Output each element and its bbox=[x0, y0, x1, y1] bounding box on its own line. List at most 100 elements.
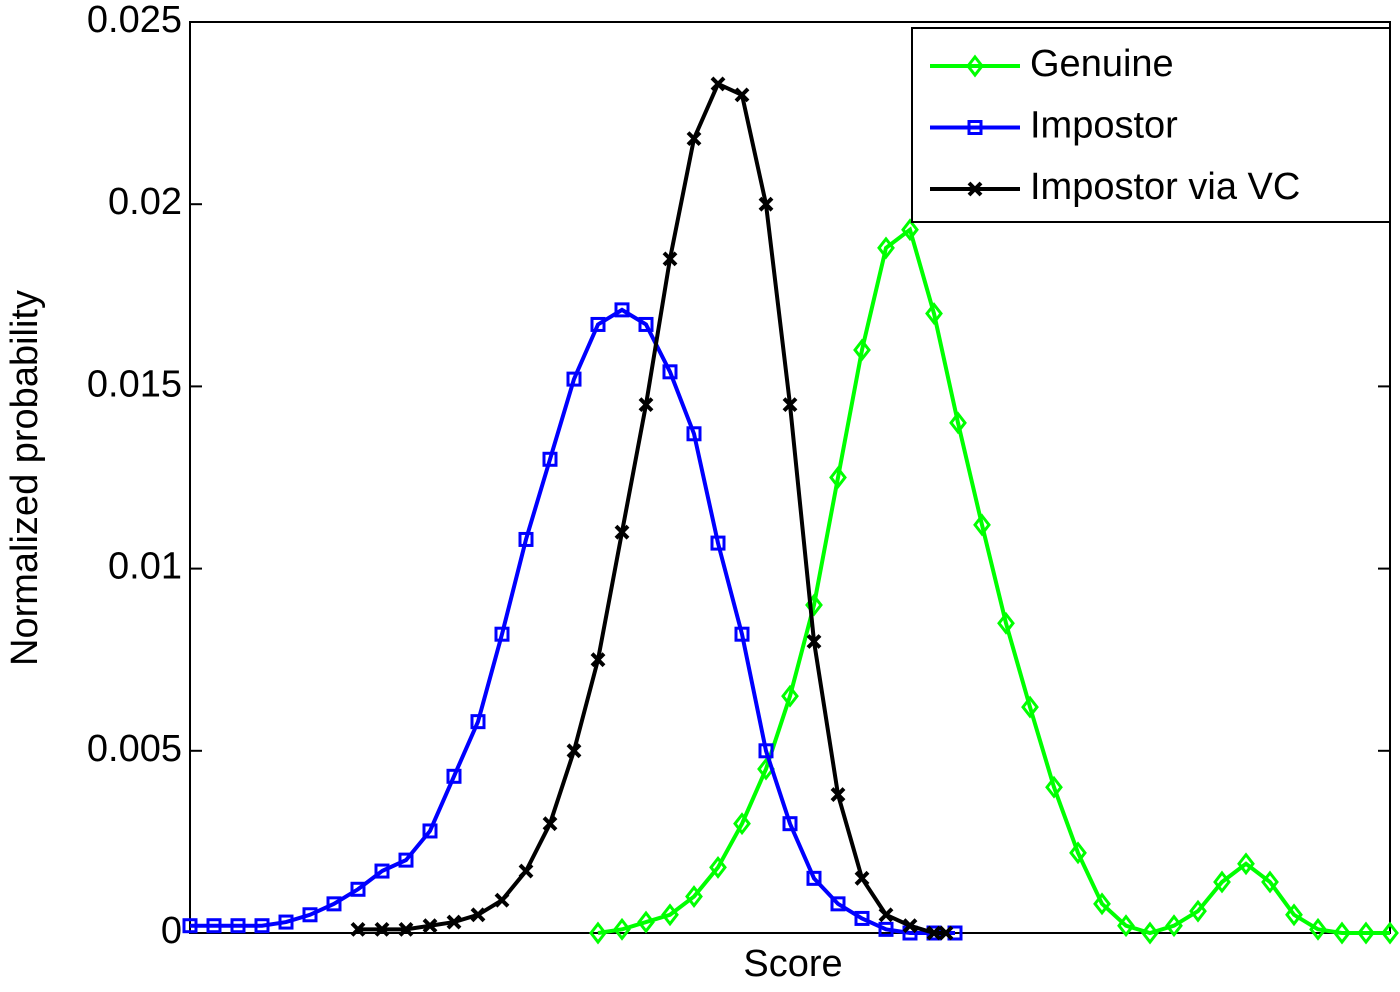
marker bbox=[446, 914, 462, 930]
y-tick-label: 0.01 bbox=[108, 546, 182, 588]
marker bbox=[686, 426, 702, 442]
marker bbox=[1309, 917, 1327, 941]
marker bbox=[614, 524, 630, 540]
marker bbox=[422, 918, 438, 934]
marker bbox=[230, 918, 246, 934]
marker bbox=[1381, 921, 1399, 945]
marker bbox=[638, 397, 654, 413]
marker bbox=[947, 925, 963, 941]
marker bbox=[1189, 899, 1207, 923]
marker bbox=[518, 863, 534, 879]
marker bbox=[1021, 695, 1039, 719]
marker bbox=[398, 852, 414, 868]
marker bbox=[494, 626, 510, 642]
marker bbox=[1333, 921, 1351, 945]
marker bbox=[566, 743, 582, 759]
marker bbox=[967, 181, 983, 197]
marker bbox=[973, 513, 991, 537]
marker bbox=[254, 918, 270, 934]
marker bbox=[470, 907, 486, 923]
y-tick-label: 0.015 bbox=[87, 363, 182, 405]
marker bbox=[1357, 921, 1375, 945]
marker bbox=[902, 918, 918, 934]
marker bbox=[278, 914, 294, 930]
marker bbox=[877, 236, 895, 260]
marker bbox=[1045, 775, 1063, 799]
marker bbox=[734, 87, 750, 103]
marker bbox=[350, 881, 366, 897]
marker bbox=[949, 411, 967, 435]
marker bbox=[781, 684, 799, 708]
marker bbox=[967, 120, 983, 135]
marker bbox=[710, 76, 726, 92]
marker bbox=[1093, 892, 1111, 916]
series-line bbox=[358, 81, 946, 935]
marker bbox=[398, 921, 414, 937]
marker bbox=[710, 535, 726, 551]
marker bbox=[685, 885, 703, 909]
marker bbox=[997, 611, 1015, 635]
marker bbox=[901, 218, 919, 242]
marker bbox=[614, 302, 630, 318]
marker bbox=[589, 921, 607, 945]
marker bbox=[494, 892, 510, 908]
marker bbox=[938, 925, 954, 941]
marker bbox=[1213, 870, 1231, 894]
marker bbox=[302, 907, 318, 923]
marker bbox=[662, 251, 678, 267]
marker bbox=[661, 903, 679, 927]
marker bbox=[853, 338, 871, 362]
marker bbox=[758, 196, 774, 212]
marker bbox=[1261, 870, 1279, 894]
plot-frame bbox=[189, 21, 1391, 934]
marker bbox=[878, 921, 894, 937]
marker bbox=[542, 816, 558, 832]
y-tick-label: 0.005 bbox=[87, 728, 182, 770]
marker bbox=[662, 364, 678, 380]
marker bbox=[1069, 841, 1087, 865]
marker bbox=[806, 870, 822, 886]
marker bbox=[686, 131, 702, 147]
marker bbox=[854, 910, 870, 926]
marker bbox=[926, 925, 942, 941]
y-tick-label: 0 bbox=[161, 910, 182, 952]
marker bbox=[709, 855, 727, 879]
marker bbox=[925, 302, 943, 325]
marker bbox=[566, 371, 582, 387]
marker bbox=[182, 918, 198, 934]
x-axis-label: Score bbox=[743, 943, 842, 985]
marker bbox=[734, 626, 750, 642]
marker bbox=[758, 743, 774, 759]
marker bbox=[470, 714, 486, 730]
marker bbox=[782, 397, 798, 413]
marker bbox=[966, 54, 984, 78]
series-line bbox=[190, 307, 955, 935]
marker bbox=[830, 896, 846, 912]
marker bbox=[590, 652, 606, 668]
marker bbox=[590, 316, 606, 332]
marker bbox=[206, 918, 222, 934]
legend-label: Genuine bbox=[1030, 43, 1174, 85]
y-tick-label: 0.02 bbox=[108, 181, 182, 223]
marker bbox=[374, 863, 390, 879]
marker bbox=[829, 466, 847, 489]
legend-label: Impostor via VC bbox=[1030, 166, 1300, 208]
series-line bbox=[597, 226, 1390, 936]
marker bbox=[878, 907, 894, 923]
y-tick-label: 0.025 bbox=[87, 0, 182, 41]
marker bbox=[518, 531, 534, 547]
marker bbox=[854, 870, 870, 886]
marker bbox=[446, 768, 462, 784]
marker bbox=[782, 816, 798, 832]
marker bbox=[637, 910, 655, 934]
marker bbox=[1117, 914, 1135, 938]
marker bbox=[830, 787, 846, 802]
marker bbox=[374, 921, 390, 937]
marker bbox=[806, 634, 822, 649]
marker bbox=[1165, 914, 1183, 938]
marker bbox=[613, 917, 631, 941]
marker bbox=[1237, 852, 1255, 876]
marker bbox=[542, 451, 558, 467]
legend-label: Impostor bbox=[1030, 105, 1178, 147]
